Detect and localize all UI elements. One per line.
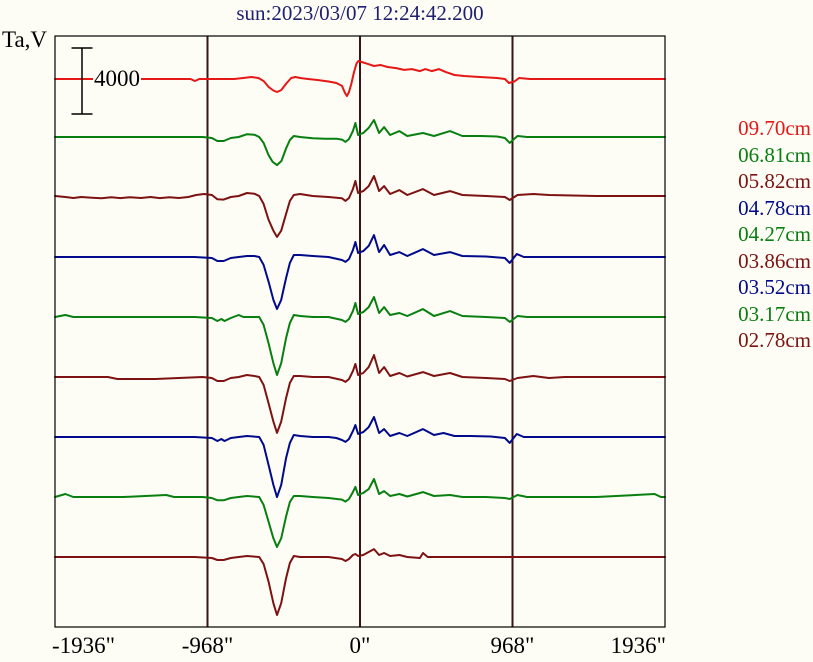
legend-item-03.17cm: 03.17cm <box>738 301 811 326</box>
legend-item-03.52cm: 03.52cm <box>738 275 811 299</box>
scale-bar-value: 4000 <box>93 66 141 92</box>
trace-04.27cm <box>54 296 666 376</box>
legend-item-05.82cm: 05.82cm <box>738 169 811 193</box>
plot-title: sun:2023/03/07 12:24:42.200 <box>236 1 484 25</box>
x-tick-label-1936: 1936" <box>610 633 666 658</box>
wavelength-legend: 09.70cm 06.81cm 05.82cm 04.78cm 04.27cm 03.86… <box>738 115 811 354</box>
legend-item-04.27cm: 04.27cm <box>738 222 811 246</box>
x-tick-label--968: -968" <box>181 633 234 658</box>
trace-06.81cm <box>54 119 666 167</box>
scale-bar <box>71 47 93 115</box>
x-tick-label--1936: -1936" <box>52 633 116 658</box>
plot-border <box>54 35 666 628</box>
y-axis-label: Ta,V <box>2 27 48 52</box>
gridlines <box>206 36 514 627</box>
trace-03.86cm <box>54 354 666 434</box>
trace-09.70cm <box>54 60 666 97</box>
legend-item-09.70cm: 09.70cm <box>738 116 811 140</box>
scan-traces <box>54 60 666 616</box>
x-tick-label-968: 968" <box>490 633 535 658</box>
legend-item-03.86cm: 03.86cm <box>738 248 811 273</box>
trace-04.78cm <box>54 234 666 310</box>
trace-03.52cm <box>54 416 666 499</box>
trace-03.17cm <box>54 478 666 548</box>
legend-item-04.78cm: 04.78cm <box>738 195 811 220</box>
x-tick-label-0: 0" <box>349 633 371 658</box>
legend-item-02.78cm: 02.78cm <box>738 328 811 352</box>
legend-item-06.81cm: 06.81cm <box>738 142 811 167</box>
trace-05.82cm <box>54 175 666 238</box>
trace-02.78cm <box>54 548 666 616</box>
